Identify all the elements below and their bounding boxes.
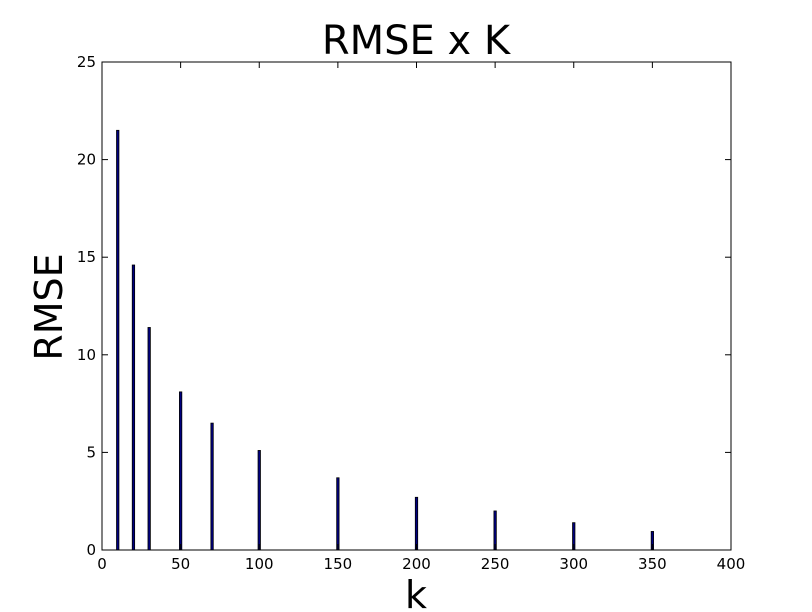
x-tick-label: 350 xyxy=(638,555,667,573)
bar-k-50 xyxy=(179,391,183,551)
bar-k-200 xyxy=(414,496,419,551)
bar-k-30 xyxy=(147,327,151,551)
bar-k-150 xyxy=(336,477,340,551)
x-tick-label: 0 xyxy=(97,555,107,573)
x-axis: 0 50 100 150 200 250 300 350 400 xyxy=(97,62,745,573)
chart-title: RMSE x K xyxy=(322,18,512,64)
plot-frame xyxy=(101,61,732,551)
bar-k-20 xyxy=(131,264,136,551)
y-tick-label: 5 xyxy=(86,443,96,461)
x-tick-label: 150 xyxy=(324,555,353,573)
y-tick-label: 15 xyxy=(77,248,96,266)
bars-group xyxy=(116,129,654,551)
y-axis-label: RMSE xyxy=(27,253,71,360)
y-tick-label: 25 xyxy=(77,53,96,71)
y-tick-label: 20 xyxy=(77,151,96,169)
x-tick-label: 100 xyxy=(245,555,274,573)
x-tick-label: 200 xyxy=(402,555,431,573)
bar-k-100 xyxy=(257,450,261,551)
x-tick-label: 300 xyxy=(559,555,588,573)
bar-k-10 xyxy=(116,129,120,551)
x-tick-label: 250 xyxy=(481,555,510,573)
y-tick-label: 0 xyxy=(86,541,96,559)
x-tick-label: 50 xyxy=(171,555,190,573)
x-axis-label: k xyxy=(405,573,427,612)
y-axis: 0 5 10 15 20 25 xyxy=(77,53,731,559)
y-tick-label: 10 xyxy=(77,346,96,364)
x-tick-label: 400 xyxy=(717,555,746,573)
bar-k-70 xyxy=(210,422,214,551)
